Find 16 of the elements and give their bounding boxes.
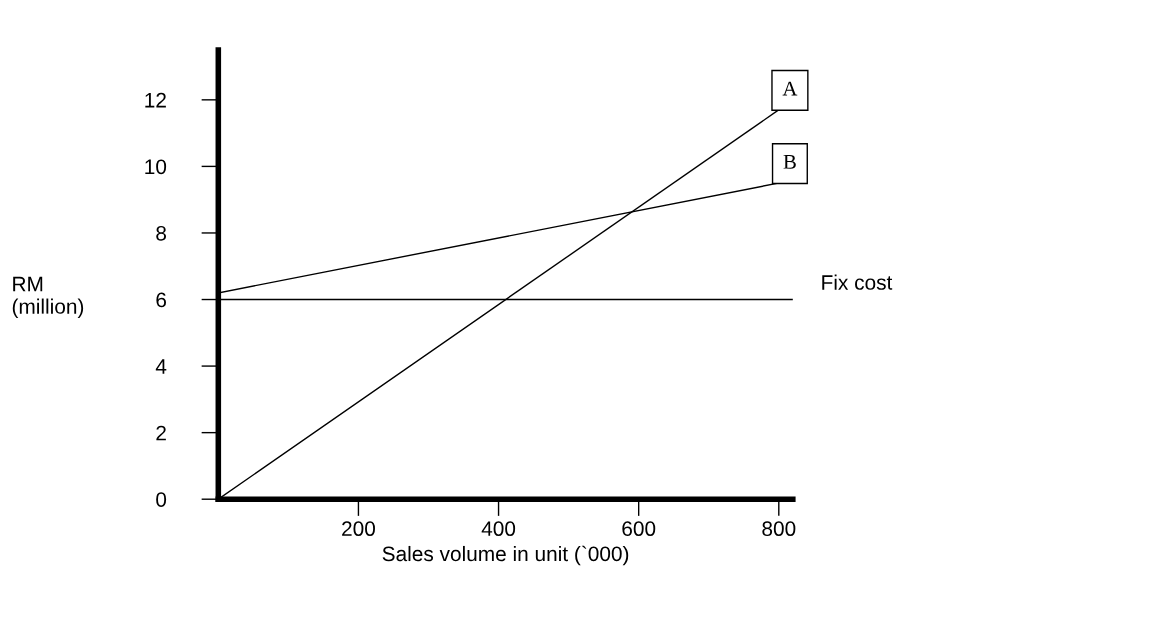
y-tick-label: 8 <box>156 225 167 241</box>
y-tick-label: 10 <box>145 159 167 175</box>
y-tick-label: 4 <box>155 359 167 374</box>
x-tick-label: 200 <box>342 521 375 537</box>
x-tick-label: 400 <box>481 521 516 537</box>
y-tick-label: 12 <box>145 92 166 108</box>
y-tick-label: 6 <box>156 292 167 308</box>
x-tick-label: 800 <box>762 521 796 537</box>
x-tick-label: 600 <box>622 521 656 537</box>
y-axis-title: RM (million) <box>12 276 84 318</box>
y-tick-label: 2 <box>156 425 166 441</box>
x-axis-title: Sales volume in unit (`000) <box>382 545 629 566</box>
ref-line-label: Fix cost <box>822 274 893 290</box>
series-label: B <box>783 154 796 169</box>
y-tick-label: 0 <box>156 492 167 507</box>
series-label: A <box>782 81 798 96</box>
